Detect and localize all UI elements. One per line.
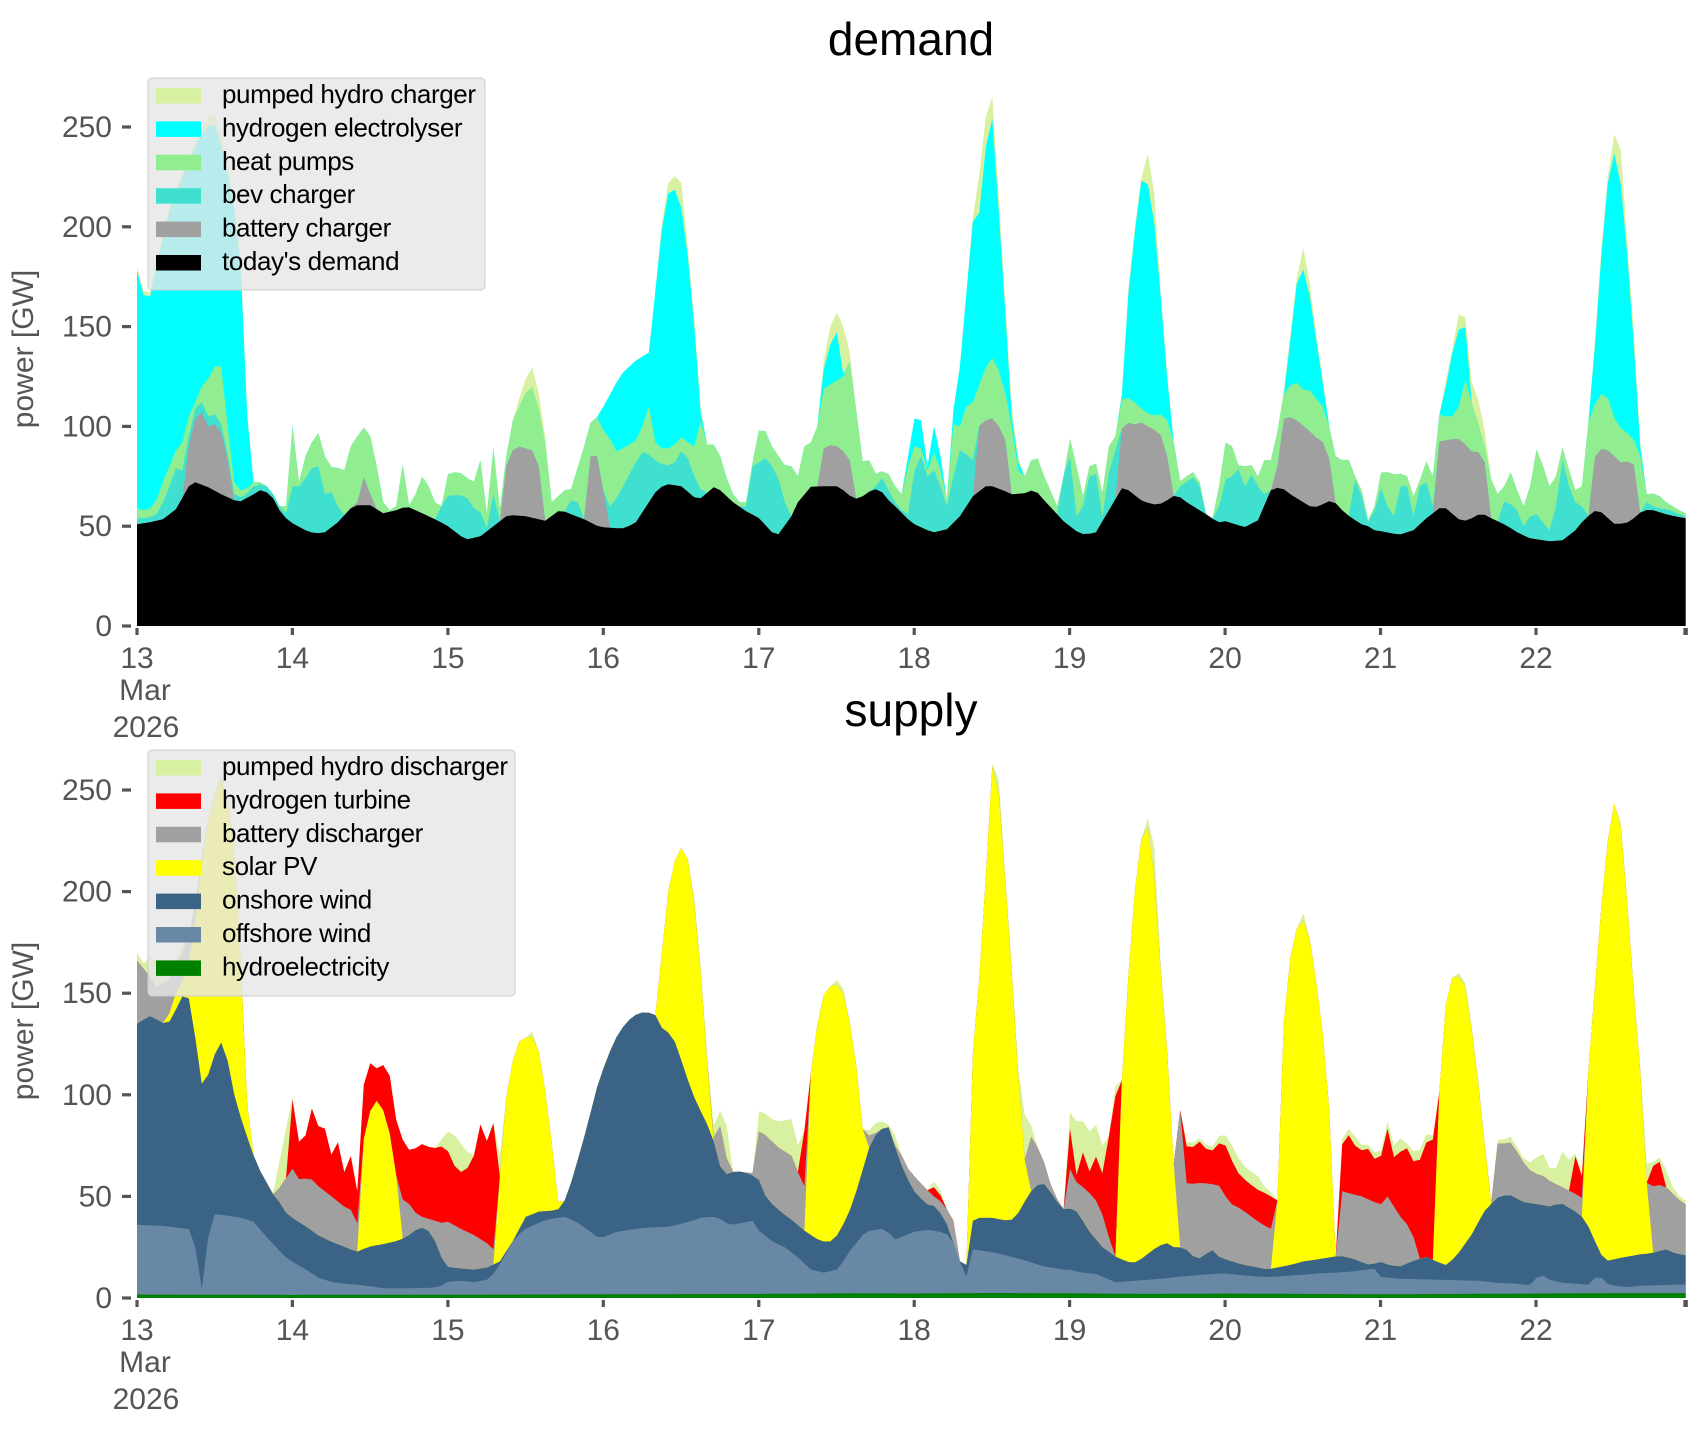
svg-text:0: 0 [95,1282,112,1315]
svg-text:0: 0 [95,610,112,643]
svg-text:200: 200 [62,876,112,909]
svg-text:18: 18 [898,642,931,675]
svg-text:pumped hydro charger: pumped hydro charger [222,79,476,109]
svg-text:2026: 2026 [113,1383,180,1416]
svg-text:21: 21 [1364,1314,1397,1347]
svg-text:250: 250 [62,774,112,807]
svg-text:19: 19 [1053,642,1086,675]
svg-text:hydroelectricity: hydroelectricity [222,951,389,981]
svg-text:14: 14 [276,1314,309,1347]
svg-text:demand: demand [828,13,994,65]
svg-text:20: 20 [1208,1314,1241,1347]
svg-text:100: 100 [62,410,112,443]
svg-text:200: 200 [62,211,112,244]
svg-text:power [GW]: power [GW] [7,270,40,428]
svg-text:bev charger: bev charger [222,179,356,209]
svg-text:16: 16 [587,642,620,675]
svg-text:solar PV: solar PV [222,851,318,881]
svg-text:pumped hydro discharger: pumped hydro discharger [222,751,508,781]
svg-text:power [GW]: power [GW] [7,942,40,1100]
svg-text:onshore wind: onshore wind [222,885,372,915]
svg-text:offshore wind: offshore wind [222,918,371,948]
svg-text:20: 20 [1208,642,1241,675]
svg-text:50: 50 [79,1180,112,1213]
svg-text:21: 21 [1364,642,1397,675]
svg-text:Mar: Mar [119,674,171,707]
svg-text:16: 16 [587,1314,620,1347]
svg-text:today's demand: today's demand [222,246,399,276]
svg-text:17: 17 [742,1314,775,1347]
svg-text:13: 13 [120,642,153,675]
svg-text:150: 150 [62,977,112,1010]
svg-text:18: 18 [898,1314,931,1347]
svg-text:Mar: Mar [119,1346,171,1379]
svg-text:15: 15 [431,642,464,675]
svg-text:14: 14 [276,642,309,675]
svg-text:150: 150 [62,311,112,344]
svg-text:100: 100 [62,1079,112,1112]
svg-text:2026: 2026 [113,711,180,744]
svg-text:19: 19 [1053,1314,1086,1347]
svg-text:15: 15 [431,1314,464,1347]
svg-text:50: 50 [79,510,112,543]
svg-text:17: 17 [742,642,775,675]
svg-text:supply: supply [845,684,978,736]
svg-text:hydrogen turbine: hydrogen turbine [222,784,411,814]
svg-text:battery charger: battery charger [222,213,392,243]
svg-text:22: 22 [1519,1314,1552,1347]
svg-text:22: 22 [1519,642,1552,675]
svg-text:250: 250 [62,111,112,144]
svg-text:hydrogen electrolyser: hydrogen electrolyser [222,112,463,142]
svg-text:battery discharger: battery discharger [222,818,424,848]
svg-text:heat pumps: heat pumps [222,146,354,176]
svg-text:13: 13 [120,1314,153,1347]
